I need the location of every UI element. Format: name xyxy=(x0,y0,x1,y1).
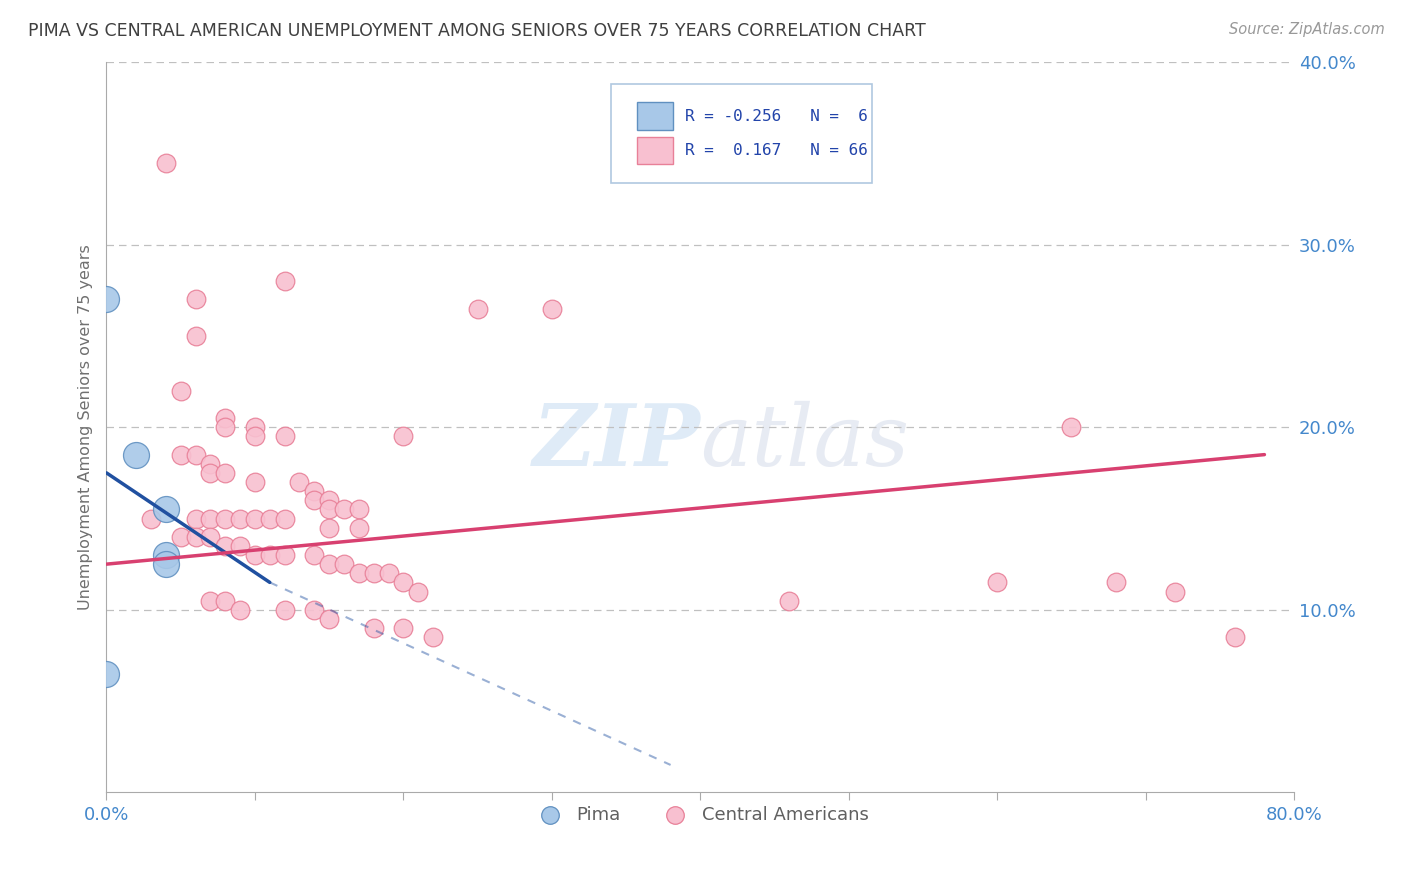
Point xyxy=(273,429,295,443)
Legend: Pima, Central Americans: Pima, Central Americans xyxy=(524,798,876,830)
Point xyxy=(778,593,800,607)
Point xyxy=(243,429,266,443)
Point xyxy=(214,466,236,480)
Text: R = -0.256   N =  6: R = -0.256 N = 6 xyxy=(685,109,868,124)
Point xyxy=(467,301,489,316)
Point xyxy=(1223,630,1246,644)
Point xyxy=(96,293,118,307)
Point xyxy=(200,530,222,544)
Point xyxy=(200,457,222,471)
Point xyxy=(170,448,193,462)
Point xyxy=(184,511,207,525)
Point xyxy=(184,448,207,462)
Point xyxy=(229,603,252,617)
Text: atlas: atlas xyxy=(700,401,910,483)
Point xyxy=(214,411,236,425)
Point xyxy=(200,466,222,480)
Point xyxy=(1164,584,1187,599)
Point xyxy=(214,420,236,434)
Point xyxy=(155,557,177,571)
Text: R =  0.167   N = 66: R = 0.167 N = 66 xyxy=(685,143,868,158)
Point xyxy=(392,575,415,590)
Point xyxy=(986,575,1008,590)
Point xyxy=(1060,420,1083,434)
Point xyxy=(377,566,399,581)
Point xyxy=(304,484,326,499)
Point xyxy=(139,511,162,525)
Point xyxy=(259,511,281,525)
Point xyxy=(96,666,118,681)
Point xyxy=(333,557,356,571)
Point xyxy=(170,530,193,544)
Point xyxy=(318,557,340,571)
Point xyxy=(273,274,295,288)
Point xyxy=(333,502,356,516)
Point xyxy=(304,603,326,617)
Point xyxy=(318,502,340,516)
Point xyxy=(200,511,222,525)
Point xyxy=(288,475,311,489)
Y-axis label: Unemployment Among Seniors over 75 years: Unemployment Among Seniors over 75 years xyxy=(79,244,93,610)
Point xyxy=(155,502,177,516)
Point xyxy=(392,621,415,635)
Point xyxy=(392,429,415,443)
Point xyxy=(304,493,326,508)
Point xyxy=(214,511,236,525)
Point xyxy=(347,502,370,516)
Point xyxy=(304,548,326,562)
Bar xyxy=(637,136,673,164)
Point xyxy=(229,539,252,553)
Point xyxy=(184,530,207,544)
Point xyxy=(347,521,370,535)
Point xyxy=(200,593,222,607)
Point xyxy=(363,621,385,635)
Point xyxy=(184,329,207,343)
Point xyxy=(318,612,340,626)
Bar xyxy=(637,103,673,130)
Point xyxy=(318,493,340,508)
Point xyxy=(243,420,266,434)
Point xyxy=(259,548,281,562)
Point xyxy=(229,511,252,525)
Point xyxy=(273,603,295,617)
FancyBboxPatch shape xyxy=(612,84,873,183)
Text: ZIP: ZIP xyxy=(533,401,700,483)
Point xyxy=(1105,575,1128,590)
Point xyxy=(214,593,236,607)
Point xyxy=(155,155,177,169)
Point xyxy=(406,584,429,599)
Point xyxy=(243,548,266,562)
Point xyxy=(184,293,207,307)
Point xyxy=(347,566,370,581)
Point xyxy=(125,448,148,462)
Point xyxy=(273,548,295,562)
Point xyxy=(170,384,193,398)
Text: Source: ZipAtlas.com: Source: ZipAtlas.com xyxy=(1229,22,1385,37)
Point xyxy=(363,566,385,581)
Point xyxy=(422,630,444,644)
Text: PIMA VS CENTRAL AMERICAN UNEMPLOYMENT AMONG SENIORS OVER 75 YEARS CORRELATION CH: PIMA VS CENTRAL AMERICAN UNEMPLOYMENT AM… xyxy=(28,22,927,40)
Point xyxy=(214,539,236,553)
Point xyxy=(318,521,340,535)
Point xyxy=(540,301,562,316)
Point xyxy=(243,511,266,525)
Point xyxy=(243,475,266,489)
Point xyxy=(155,548,177,562)
Point xyxy=(273,511,295,525)
